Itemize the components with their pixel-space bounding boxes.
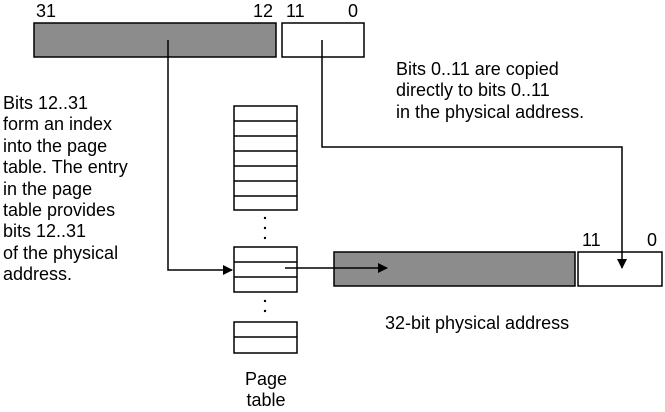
page-table-caption: Page table: [224, 369, 308, 412]
phys-low-bits-field: [577, 251, 663, 287]
low-bits-field: [281, 22, 365, 58]
phys-bit-0-label: 0: [647, 230, 657, 250]
caption-line: table: [246, 390, 286, 411]
offset-copy-note: Bits 0..11 are copied directly to bits 0…: [396, 59, 584, 123]
physical-address: 11 0: [333, 230, 663, 287]
note-line: in the physical address.: [396, 101, 585, 122]
caption-line: Page: [244, 369, 288, 389]
phys-high-bits-field: [333, 251, 576, 287]
page-table: [233, 105, 298, 354]
page-table-selected-entry: [233, 246, 298, 293]
page-table-ellipsis-lower: [263, 299, 267, 313]
index-arrow: [167, 40, 233, 275]
page-table-upper-entries: [233, 105, 298, 211]
arrows: [167, 40, 627, 275]
bit-0-label: 0: [348, 1, 358, 21]
bit-11-label: 11: [286, 1, 305, 21]
note-line: bits 12..31: [3, 221, 87, 242]
virtual-address: 31 12 11 0: [33, 1, 365, 58]
note-line: Bits 0..11 are copied: [396, 59, 559, 79]
phys-bit-11-label: 11: [582, 230, 601, 250]
physical-address-caption: 32-bit physical address: [385, 313, 570, 333]
note-line: of the physical: [3, 242, 119, 263]
note-line: table. The entry: [3, 157, 128, 178]
bit-12-label: 12: [253, 1, 273, 21]
note-line: in the page: [3, 178, 93, 199]
high-bits-field: [33, 22, 277, 58]
note-line: address.: [3, 264, 73, 285]
note-line: directly to bits 0..11: [396, 80, 550, 101]
note-line: into the page: [3, 135, 108, 156]
page-table-lower-entries: [233, 321, 298, 354]
note-line: form an index: [3, 114, 113, 135]
page-table-ellipsis-upper: [263, 216, 267, 240]
index-note: Bits 12..31 form an index into the page …: [3, 93, 128, 286]
bit-31-label: 31: [36, 1, 56, 21]
note-line: table provides: [3, 200, 116, 221]
offset-copy-arrow: [321, 40, 627, 269]
note-line: Bits 12..31: [3, 93, 89, 113]
